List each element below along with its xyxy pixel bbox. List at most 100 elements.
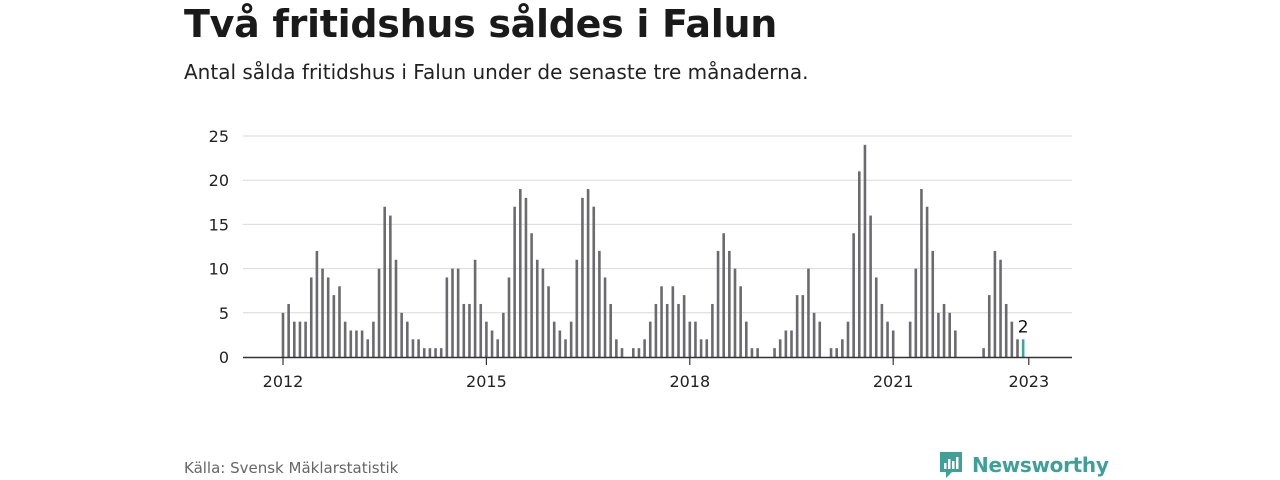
- bar: [326, 277, 330, 357]
- bar: [643, 339, 646, 357]
- bar: [281, 312, 285, 357]
- bar: [886, 321, 889, 357]
- bar: [728, 250, 731, 357]
- bar: [654, 303, 658, 357]
- bar: [784, 330, 788, 357]
- bar: [660, 286, 663, 357]
- bar: [564, 339, 567, 357]
- y-tick-label: 20: [209, 171, 229, 190]
- bar: [756, 348, 759, 357]
- bar: [298, 321, 302, 357]
- y-tick-label: 10: [209, 260, 229, 279]
- data-label: 2: [1018, 317, 1029, 337]
- bar: [598, 250, 601, 357]
- bar: [665, 303, 669, 357]
- bar: [343, 321, 347, 357]
- bar: [541, 268, 545, 357]
- bar: [716, 250, 720, 357]
- bar: [377, 268, 381, 357]
- bar: [648, 321, 652, 357]
- bar: [688, 321, 692, 357]
- bar: [530, 233, 533, 357]
- bar: [451, 268, 454, 357]
- x-tick-label: 2018: [669, 372, 710, 391]
- bar: [439, 348, 443, 357]
- bar: [937, 312, 940, 357]
- bar: [908, 321, 912, 357]
- bar: [287, 303, 290, 357]
- bar: [535, 259, 539, 357]
- bar: [699, 339, 703, 357]
- bar: [552, 321, 556, 357]
- bar: [468, 303, 471, 357]
- bar: [428, 348, 432, 357]
- bar: [931, 250, 935, 357]
- bar: [671, 286, 675, 357]
- bar: [394, 259, 398, 357]
- bar: [473, 259, 477, 357]
- bar: [920, 189, 923, 357]
- bar: [315, 250, 319, 357]
- bar: [586, 189, 590, 357]
- bar: [615, 339, 618, 357]
- bar: [609, 303, 612, 357]
- bar: [795, 295, 799, 357]
- bar: [999, 259, 1002, 357]
- bar: [417, 339, 420, 357]
- bar: [1021, 339, 1025, 357]
- bar: [422, 348, 426, 357]
- bar: [332, 295, 336, 357]
- bar: [942, 303, 946, 357]
- bar: [987, 295, 991, 357]
- bar: [547, 286, 550, 357]
- x-tick-label: 2023: [1008, 372, 1049, 391]
- bar: [445, 277, 449, 357]
- bar: [406, 321, 409, 357]
- bar: [462, 303, 466, 357]
- bar: [807, 268, 810, 357]
- bar: [524, 197, 528, 357]
- bar: [993, 250, 997, 357]
- source-note: Källa: Svensk Mäklarstatistik: [184, 459, 399, 477]
- bar: [581, 197, 584, 357]
- bar: [321, 268, 324, 357]
- bar: [519, 189, 522, 357]
- bar: [891, 330, 895, 357]
- bar: [778, 339, 782, 357]
- bar: [434, 348, 437, 357]
- bar: [733, 268, 737, 357]
- bar: [694, 321, 697, 357]
- x-tick-label: 2021: [873, 372, 914, 391]
- bar: [829, 348, 833, 357]
- y-tick-label: 25: [209, 127, 229, 146]
- bar: [925, 206, 929, 357]
- bar: [874, 277, 878, 357]
- bar: [863, 144, 867, 357]
- bar: [637, 348, 641, 357]
- bar: [869, 215, 872, 357]
- bar: [603, 277, 607, 357]
- bar: [954, 330, 957, 357]
- bar: [400, 312, 403, 357]
- bar: [383, 206, 386, 357]
- y-tick-label: 0: [219, 348, 229, 367]
- bar: [841, 339, 844, 357]
- bar: [456, 268, 460, 357]
- bar: [575, 259, 579, 357]
- chart-subtitle: Antal sålda fritidshus i Falun under de …: [184, 60, 809, 84]
- bar: [818, 321, 822, 357]
- bar: [705, 339, 709, 357]
- bar: [360, 330, 364, 357]
- bar: [739, 286, 742, 357]
- bar: [1016, 339, 1019, 357]
- bar: [496, 339, 499, 357]
- bar: [1004, 303, 1008, 357]
- bar: [773, 348, 776, 357]
- bar: [309, 277, 313, 357]
- bar: [914, 268, 918, 357]
- bar: [722, 233, 725, 357]
- bar: [852, 233, 855, 357]
- bar: [880, 303, 884, 357]
- bar: [858, 171, 861, 357]
